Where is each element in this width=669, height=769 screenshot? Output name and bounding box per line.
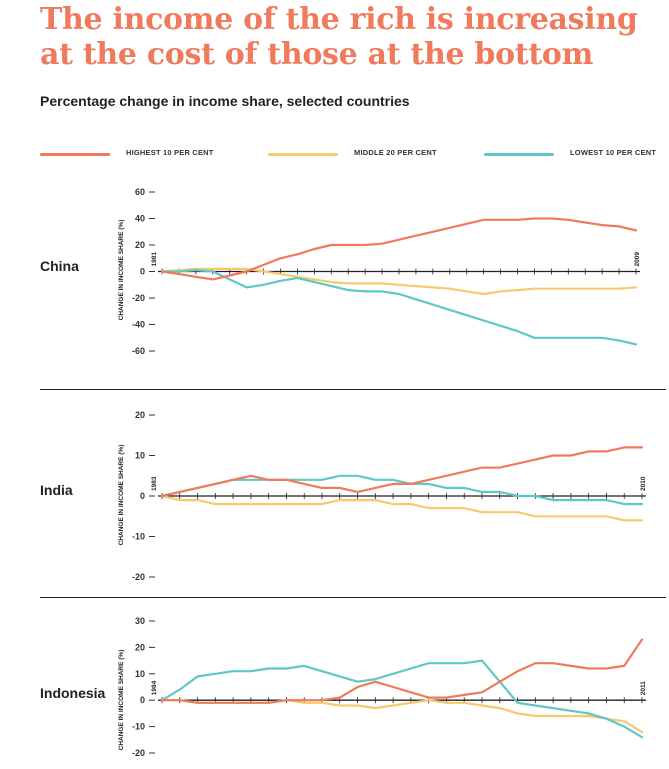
y-tick-label-indonesia: 20 bbox=[135, 642, 145, 652]
y-tick-label-indonesia: 30 bbox=[135, 616, 145, 626]
series-line-highest-indonesia bbox=[160, 638, 644, 704]
country-label-indonesia: Indonesia bbox=[40, 685, 106, 701]
series-line-highest-india bbox=[160, 446, 644, 498]
start-year-label-china: 1981 bbox=[151, 252, 158, 267]
series-line-middle-india bbox=[160, 494, 644, 522]
start-year-label-india: 1983 bbox=[151, 476, 158, 491]
y-tick-label-china: 40 bbox=[135, 214, 145, 224]
y-tick-label-china: 0 bbox=[140, 267, 145, 277]
y-tick-label-indonesia: -10 bbox=[132, 722, 145, 732]
series-line-lowest-china bbox=[160, 269, 638, 346]
y-tick-label-india: 20 bbox=[135, 410, 145, 420]
country-label-india: India bbox=[40, 482, 73, 498]
legend-line-middle bbox=[268, 153, 338, 156]
series-line-lowest-indonesia bbox=[160, 659, 644, 739]
y-tick-label-india: 10 bbox=[135, 451, 145, 461]
series-line-lowest-india bbox=[160, 474, 644, 506]
y-tick-label-china: -60 bbox=[132, 346, 145, 356]
y-tick-label-china: -40 bbox=[132, 320, 145, 330]
y-axis-label-indonesia: CHANGE IN INCOME SHARE (%) bbox=[118, 650, 125, 751]
y-axis-label-china: CHANGE IN INCOME SHARE (%) bbox=[118, 220, 125, 321]
legend: HIGHEST 10 PER CENT MIDDLE 20 PER CENT L… bbox=[0, 140, 669, 170]
series-line-middle-china bbox=[160, 267, 638, 296]
series-line-middle-indonesia bbox=[160, 699, 644, 734]
end-year-label-indonesia: 2011 bbox=[640, 681, 647, 695]
panel-divider-1 bbox=[40, 389, 666, 390]
y-tick-label-india: -10 bbox=[132, 532, 145, 542]
y-tick-label-china: 60 bbox=[135, 187, 145, 197]
legend-label-middle: MIDDLE 20 PER CENT bbox=[354, 148, 437, 157]
y-tick-label-china: 20 bbox=[135, 240, 145, 250]
legend-line-highest bbox=[40, 153, 110, 156]
country-label-china: China bbox=[40, 258, 79, 274]
y-tick-label-indonesia: -20 bbox=[132, 748, 145, 758]
y-tick-label-india: -20 bbox=[132, 572, 145, 582]
y-tick-label-indonesia: 10 bbox=[135, 669, 145, 679]
y-axis-label-india: CHANGE IN INCOME SHARE (%) bbox=[118, 445, 125, 546]
y-tick-label-china: -20 bbox=[132, 293, 145, 303]
end-year-label-china: 2009 bbox=[634, 252, 641, 267]
legend-label-highest: HIGHEST 10 PER CENT bbox=[126, 148, 214, 157]
end-year-label-india: 2010 bbox=[640, 476, 647, 491]
y-tick-label-india: 0 bbox=[140, 491, 145, 501]
chart-subtitle: Percentage change in income share, selec… bbox=[40, 93, 410, 109]
legend-label-lowest: LOWEST 10 PER CENT bbox=[570, 148, 657, 157]
legend-line-lowest bbox=[484, 153, 554, 156]
y-tick-label-indonesia: 0 bbox=[140, 695, 145, 705]
chart-title: The income of the rich is increasing at … bbox=[40, 2, 638, 72]
panel-divider-2 bbox=[40, 597, 666, 598]
series-line-highest-china bbox=[160, 217, 638, 281]
start-year-label-indonesia: 1984 bbox=[151, 680, 158, 695]
